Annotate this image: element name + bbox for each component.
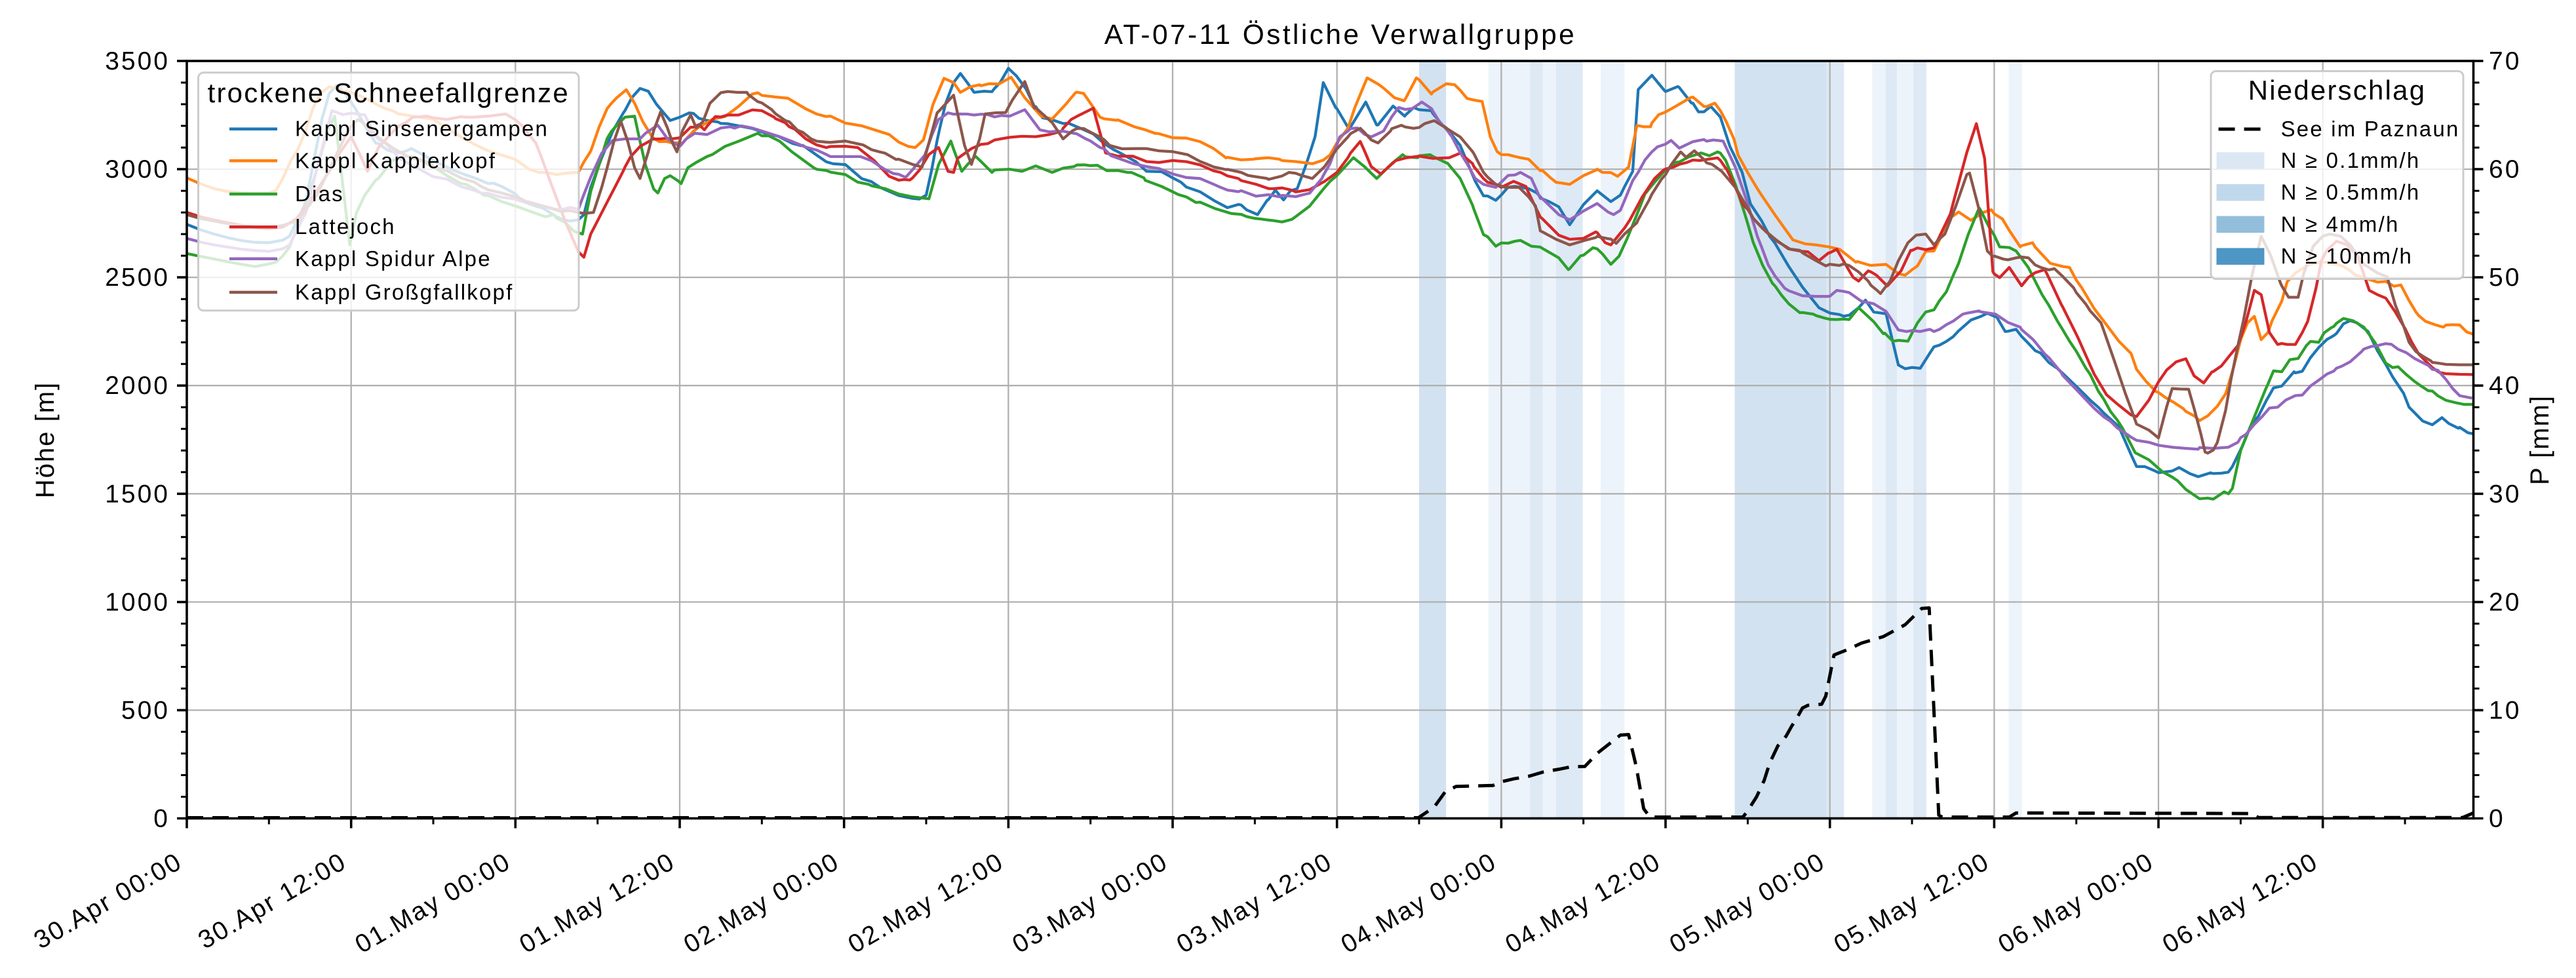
svg-text:Lattejoch: Lattejoch [295,214,396,239]
svg-text:0: 0 [2489,805,2505,833]
svg-text:20: 20 [2489,588,2521,616]
svg-text:Dias: Dias [295,182,344,206]
svg-text:10: 10 [2489,696,2521,724]
svg-text:Kappl Kapplerkopf: Kappl Kapplerkopf [295,148,496,172]
svg-text:Niederschlag: Niederschlag [2248,75,2427,106]
svg-text:3000: 3000 [105,155,170,184]
svg-text:50: 50 [2489,264,2521,292]
svg-text:trockene Schneefallgrenze: trockene Schneefallgrenze [208,77,570,108]
svg-text:1000: 1000 [105,588,170,616]
svg-text:See im Paznaun: See im Paznaun [2281,117,2460,141]
svg-text:Kappl Sinsenergampen: Kappl Sinsenergampen [295,117,549,141]
svg-text:0: 0 [153,805,170,833]
svg-text:500: 500 [121,696,170,724]
svg-text:N ≥ 0.1mm/h: N ≥ 0.1mm/h [2281,148,2421,172]
svg-text:N ≥ 4mm/h: N ≥ 4mm/h [2281,212,2400,236]
svg-text:60: 60 [2489,155,2521,184]
svg-text:30: 30 [2489,480,2521,508]
svg-text:2000: 2000 [105,372,170,400]
svg-text:P [mm]: P [mm] [2526,395,2554,485]
svg-text:Höhe [m]: Höhe [m] [31,381,60,498]
svg-text:2500: 2500 [105,264,170,292]
svg-text:40: 40 [2489,372,2521,400]
svg-text:N ≥ 0.5mm/h: N ≥ 0.5mm/h [2281,180,2421,205]
svg-text:70: 70 [2489,47,2521,75]
svg-text:AT-07-11 Östliche Verwallgrupp: AT-07-11 Östliche Verwallgruppe [1104,20,1576,50]
svg-text:Kappl Großgfallkopf: Kappl Großgfallkopf [295,280,513,304]
svg-text:1500: 1500 [105,480,170,508]
svg-text:N ≥ 10mm/h: N ≥ 10mm/h [2281,244,2413,268]
svg-text:Kappl Spidur Alpe: Kappl Spidur Alpe [295,246,492,271]
svg-text:3500: 3500 [105,47,170,75]
